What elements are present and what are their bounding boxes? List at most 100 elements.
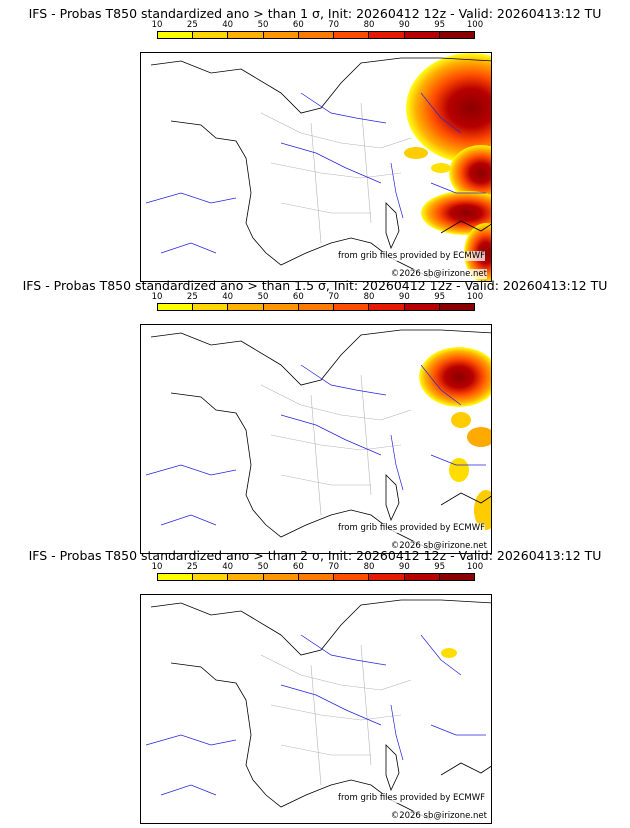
colorbar-swatch <box>228 574 264 580</box>
colorbar-tick-label: 95 <box>434 292 446 302</box>
colorbar-tick-label: 100 <box>466 562 484 572</box>
probability-field <box>441 648 457 658</box>
coastline <box>150 599 491 656</box>
colorbar-tick-label: 80 <box>363 20 375 30</box>
site-credit: ©2026 sb@irizone.net <box>390 541 487 551</box>
colorbar-tick-label: 80 <box>363 562 375 572</box>
coastline <box>385 474 400 522</box>
admin-boundaries <box>260 644 412 786</box>
map-area: from grib files provided by ECMWF ©2026 … <box>140 52 492 282</box>
colorbar-tick-label: 90 <box>398 292 410 302</box>
colorbar-swatch <box>439 304 474 310</box>
coastline <box>440 220 491 234</box>
panel-title: IFS - Probas T850 standardized ano > tha… <box>22 278 608 293</box>
colorbar-swatch <box>228 304 264 310</box>
panel-title: IFS - Probas T850 standardized ano > tha… <box>28 6 602 21</box>
map-panel-2: IFS - Probas T850 standardized ano > tha… <box>0 278 630 554</box>
coastline <box>170 392 432 551</box>
colorbar-swatch <box>263 32 299 38</box>
colorbar-tick-label: 80 <box>363 292 375 302</box>
basemap <box>145 329 491 551</box>
site-credit: ©2026 sb@irizone.net <box>390 811 487 821</box>
colorbar-swatch <box>404 304 440 310</box>
rivers <box>145 634 486 796</box>
colorbar-tick-label: 95 <box>434 562 446 572</box>
data-credit: from grib files provided by ECMWF <box>338 793 485 803</box>
colorbar-tick-label: 60 <box>292 562 304 572</box>
colorbar-tick-label: 50 <box>257 292 269 302</box>
colorbar-swatch <box>193 304 229 310</box>
colorbar-swatch <box>158 304 194 310</box>
map-panel-3: IFS - Probas T850 standardized ano > tha… <box>0 548 630 824</box>
colorbar-swatch <box>298 32 335 38</box>
rivers <box>145 92 486 254</box>
colorbar-swatch <box>404 574 440 580</box>
admin-boundaries <box>260 374 412 516</box>
coastline <box>440 492 491 506</box>
colorbar-tick-label: 70 <box>328 20 340 30</box>
colorbar-swatch <box>298 574 335 580</box>
colorbar-labels: 10 25 40 50 60 70 80 90 95 100 <box>152 292 484 302</box>
colorbar-tick-label: 40 <box>222 292 234 302</box>
colorbar-tick-label: 95 <box>434 20 446 30</box>
colorbar-tick-label: 10 <box>151 20 163 30</box>
colorbar-tick-label: 100 <box>466 20 484 30</box>
colorbar-swatch <box>439 574 474 580</box>
map-area: from grib files provided by ECMWF ©2026 … <box>140 324 492 554</box>
data-credit: from grib files provided by ECMWF <box>338 523 485 533</box>
colorbar-swatch <box>369 574 405 580</box>
colorbar-swatch <box>158 32 194 38</box>
colorbar-swatch <box>228 32 264 38</box>
data-credit: from grib files provided by ECMWF <box>338 251 485 261</box>
basemap <box>145 599 491 821</box>
colorbar-tick-label: 50 <box>257 562 269 572</box>
colorbar-swatch <box>193 574 229 580</box>
map-svg <box>145 599 491 821</box>
colorbar-swatch <box>404 32 440 38</box>
basemap <box>145 57 491 279</box>
colorbar-tick-label: 60 <box>292 20 304 30</box>
colorbar-swatch <box>439 32 474 38</box>
colorbar-swatch <box>263 304 299 310</box>
probability-field <box>419 347 491 530</box>
colorbar-swatch <box>369 304 405 310</box>
coastline <box>150 57 491 114</box>
map-svg <box>145 329 491 551</box>
coastline <box>440 762 491 776</box>
coastline <box>150 329 491 386</box>
colorbar-tick-label: 50 <box>257 20 269 30</box>
colorbar-labels: 10 25 40 50 60 70 80 90 95 100 <box>152 20 484 30</box>
colorbar-swatch <box>298 304 335 310</box>
probability-field <box>404 53 491 281</box>
coastline <box>385 744 400 792</box>
colorbar-swatch <box>158 574 194 580</box>
panel-title: IFS - Probas T850 standardized ano > tha… <box>28 548 602 563</box>
colorbar <box>157 31 475 39</box>
colorbar-tick-label: 25 <box>186 562 198 572</box>
colorbar-tick-label: 25 <box>186 20 198 30</box>
colorbar-tick-label: 25 <box>186 292 198 302</box>
map-panel-1: IFS - Probas T850 standardized ano > tha… <box>0 6 630 282</box>
colorbar <box>157 303 475 311</box>
rivers <box>145 364 486 526</box>
colorbar-tick-label: 10 <box>151 292 163 302</box>
colorbar-labels: 10 25 40 50 60 70 80 90 95 100 <box>152 562 484 572</box>
map-svg <box>145 53 491 281</box>
map-area: from grib files provided by ECMWF ©2026 … <box>140 594 492 824</box>
colorbar-swatch <box>334 304 370 310</box>
colorbar-tick-label: 40 <box>222 562 234 572</box>
colorbar-swatch <box>334 32 370 38</box>
colorbar-tick-label: 70 <box>328 292 340 302</box>
colorbar-tick-label: 90 <box>398 562 410 572</box>
colorbar-tick-label: 70 <box>328 562 340 572</box>
coastline <box>170 662 432 821</box>
colorbar-tick-label: 90 <box>398 20 410 30</box>
colorbar-swatch <box>334 574 370 580</box>
admin-boundaries <box>260 102 412 244</box>
site-credit: ©2026 sb@irizone.net <box>390 269 487 279</box>
colorbar <box>157 573 475 581</box>
colorbar-tick-label: 100 <box>466 292 484 302</box>
coastline <box>385 202 400 250</box>
coastline <box>170 120 432 279</box>
colorbar-swatch <box>369 32 405 38</box>
